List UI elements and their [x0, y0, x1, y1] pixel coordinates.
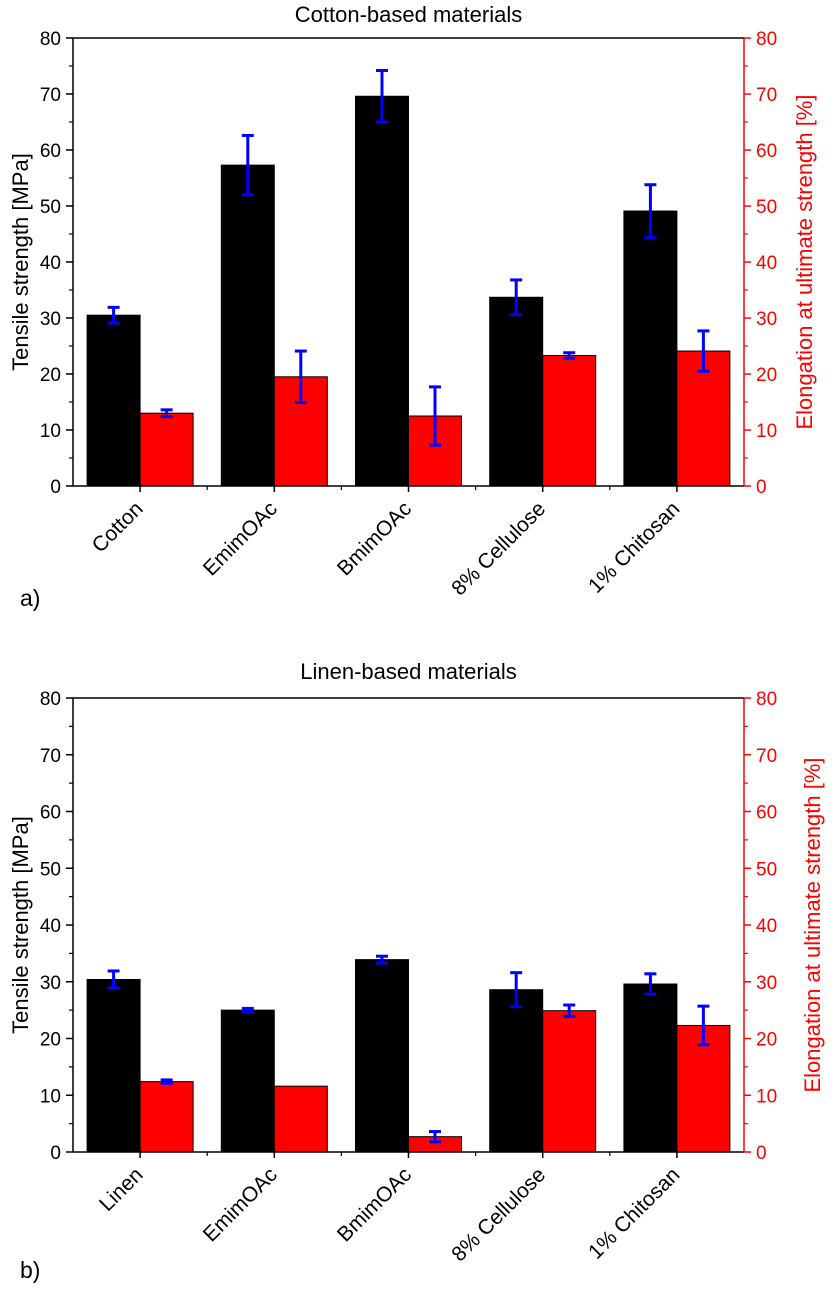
- y2-tick-label: 10: [756, 1086, 777, 1107]
- y-tick-label: 70: [40, 85, 61, 106]
- x-tick-label: BmimOAc: [333, 1163, 416, 1246]
- y2-tick-label: 70: [756, 746, 777, 767]
- bar: [489, 296, 544, 487]
- y2-tick-label: 30: [756, 973, 777, 994]
- y-axis-label: Tensile strength [MPa]: [8, 153, 33, 371]
- x-tick-label: 1% Chitosan: [584, 1163, 684, 1263]
- x-tick-label: EmimOAc: [199, 497, 282, 580]
- y-tick-label: 30: [40, 309, 61, 330]
- y-tick-label: 10: [40, 1086, 61, 1107]
- y2-tick-label: 40: [756, 253, 777, 274]
- bar: [355, 95, 409, 487]
- panel-label: b): [20, 1257, 40, 1283]
- bar: [86, 314, 141, 487]
- y-tick-label: 0: [50, 477, 61, 498]
- bar: [139, 412, 194, 487]
- y-tick-label: 60: [40, 141, 61, 162]
- y2-tick-label: 50: [756, 197, 777, 218]
- x-tick-label: Linen: [95, 1163, 148, 1216]
- bar: [220, 1009, 275, 1153]
- y-tick-label: 70: [40, 746, 61, 767]
- bar: [623, 210, 678, 487]
- y-tick-label: 20: [40, 1030, 61, 1051]
- x-tick-label: BmimOAc: [333, 497, 416, 580]
- chart-title: Linen-based materials: [300, 659, 516, 684]
- y-tick-label: 80: [40, 29, 61, 50]
- y2-tick-label: 60: [756, 141, 777, 162]
- bar: [139, 1081, 194, 1153]
- bar: [273, 1085, 328, 1153]
- y-tick-label: 30: [40, 973, 61, 994]
- bar: [220, 164, 275, 487]
- y-tick-label: 10: [40, 421, 61, 442]
- chart-panel-b: Linen-based materials b) 0 10 20 30 40 50 60 70 80…: [8, 659, 825, 1283]
- y-tick-label: 0: [50, 1143, 61, 1164]
- chart-panel-a: Cotton-based materials a) 0 10 20 30 40 50 60 70 8…: [8, 2, 817, 611]
- bar: [676, 1024, 731, 1153]
- y-tick-label: 20: [40, 365, 61, 386]
- y-tick-label: 40: [40, 916, 61, 937]
- y-axis-label: Tensile strength [MPa]: [8, 816, 33, 1034]
- y-tick-label: 60: [40, 803, 61, 824]
- y2-axis-label: Elongation at ultimate strength [%]: [792, 94, 817, 429]
- x-tick-label: Cotton: [88, 497, 148, 557]
- y-tick-label: 40: [40, 253, 61, 274]
- y2-tick-label: 40: [756, 916, 777, 937]
- y2-tick-label: 20: [756, 365, 777, 386]
- y2-tick-label: 60: [756, 803, 777, 824]
- panel-label: a): [20, 585, 40, 611]
- chart-title: Cotton-based materials: [295, 2, 522, 27]
- y-tick-label: 50: [40, 859, 61, 880]
- y-tick-label: 80: [40, 689, 61, 710]
- y2-tick-label: 30: [756, 309, 777, 330]
- x-tick-label: 8% Cellulose: [447, 497, 550, 600]
- y2-tick-label: 10: [756, 421, 777, 442]
- y2-tick-label: 80: [756, 29, 777, 50]
- bar: [623, 983, 678, 1153]
- bar: [676, 350, 731, 487]
- y2-axis-label: Elongation at ultimate strength [%]: [800, 757, 825, 1092]
- bar: [542, 1010, 597, 1153]
- x-tick-label: 8% Cellulose: [447, 1163, 550, 1266]
- bar: [542, 355, 597, 487]
- y2-tick-label: 80: [756, 689, 777, 710]
- y2-tick-label: 20: [756, 1030, 777, 1051]
- y2-tick-label: 70: [756, 85, 777, 106]
- y2-tick-label: 0: [756, 477, 767, 498]
- y2-tick-label: 0: [756, 1143, 767, 1164]
- bar: [355, 959, 409, 1153]
- bar: [86, 978, 141, 1153]
- y2-tick-label: 50: [756, 859, 777, 880]
- bar: [489, 989, 544, 1153]
- y-tick-label: 50: [40, 197, 61, 218]
- x-tick-label: 1% Chitosan: [584, 497, 684, 597]
- x-tick-label: EmimOAc: [199, 1163, 282, 1246]
